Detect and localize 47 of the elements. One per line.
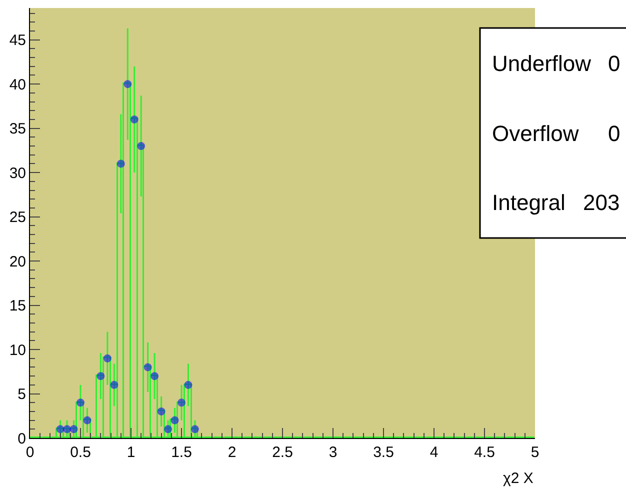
y-tick-label: 0 <box>18 430 26 448</box>
annotation: Underflow <box>492 51 592 76</box>
point <box>83 416 92 424</box>
y-tick-label: 10 <box>9 342 26 359</box>
y-tick-label: 15 <box>9 298 26 315</box>
point <box>56 425 64 434</box>
x-axis-title: χ2 X <box>503 470 534 487</box>
y-tick-label: 30 <box>9 164 26 182</box>
y-tick-label: 5 <box>18 386 26 404</box>
y-tick-label: 35 <box>9 120 26 138</box>
point <box>103 354 112 362</box>
text: 0 <box>608 121 620 146</box>
point <box>130 115 138 124</box>
point <box>157 407 166 416</box>
point <box>144 363 152 372</box>
y-tick-label: 45 <box>9 32 26 50</box>
x-tick-label: 3.5 <box>373 444 394 461</box>
text: 0 <box>608 51 620 76</box>
point <box>70 425 78 434</box>
point <box>63 425 72 434</box>
point <box>124 80 132 88</box>
x-tick-label: 2 <box>228 444 236 461</box>
x-tick-label: 5 <box>530 444 540 461</box>
x-tick-label: 1 <box>126 444 136 461</box>
x-tick-label: 3 <box>328 444 338 461</box>
point <box>110 380 118 389</box>
point <box>170 416 179 424</box>
point <box>190 425 199 434</box>
x-tick-label: 4 <box>430 444 438 461</box>
x-tick-label: 4.5 <box>474 444 495 461</box>
point <box>178 398 186 407</box>
y-tick-label: 20 <box>9 253 26 270</box>
y-tick-label: 40 <box>9 76 26 94</box>
x-tick-label: 2.5 <box>272 444 293 461</box>
annotation: Integral <box>492 190 566 215</box>
annotation: Overflow <box>492 121 579 146</box>
point <box>137 142 146 150</box>
y-tick-label: 25 <box>9 209 26 226</box>
point <box>116 160 125 168</box>
point <box>76 398 84 407</box>
x-tick-label: 1.5 <box>171 444 192 461</box>
point <box>96 372 105 380</box>
point <box>184 380 192 389</box>
point <box>164 425 172 434</box>
text: 203 <box>583 190 620 215</box>
x-tick-label: 0.5 <box>70 444 91 461</box>
point <box>150 372 159 380</box>
